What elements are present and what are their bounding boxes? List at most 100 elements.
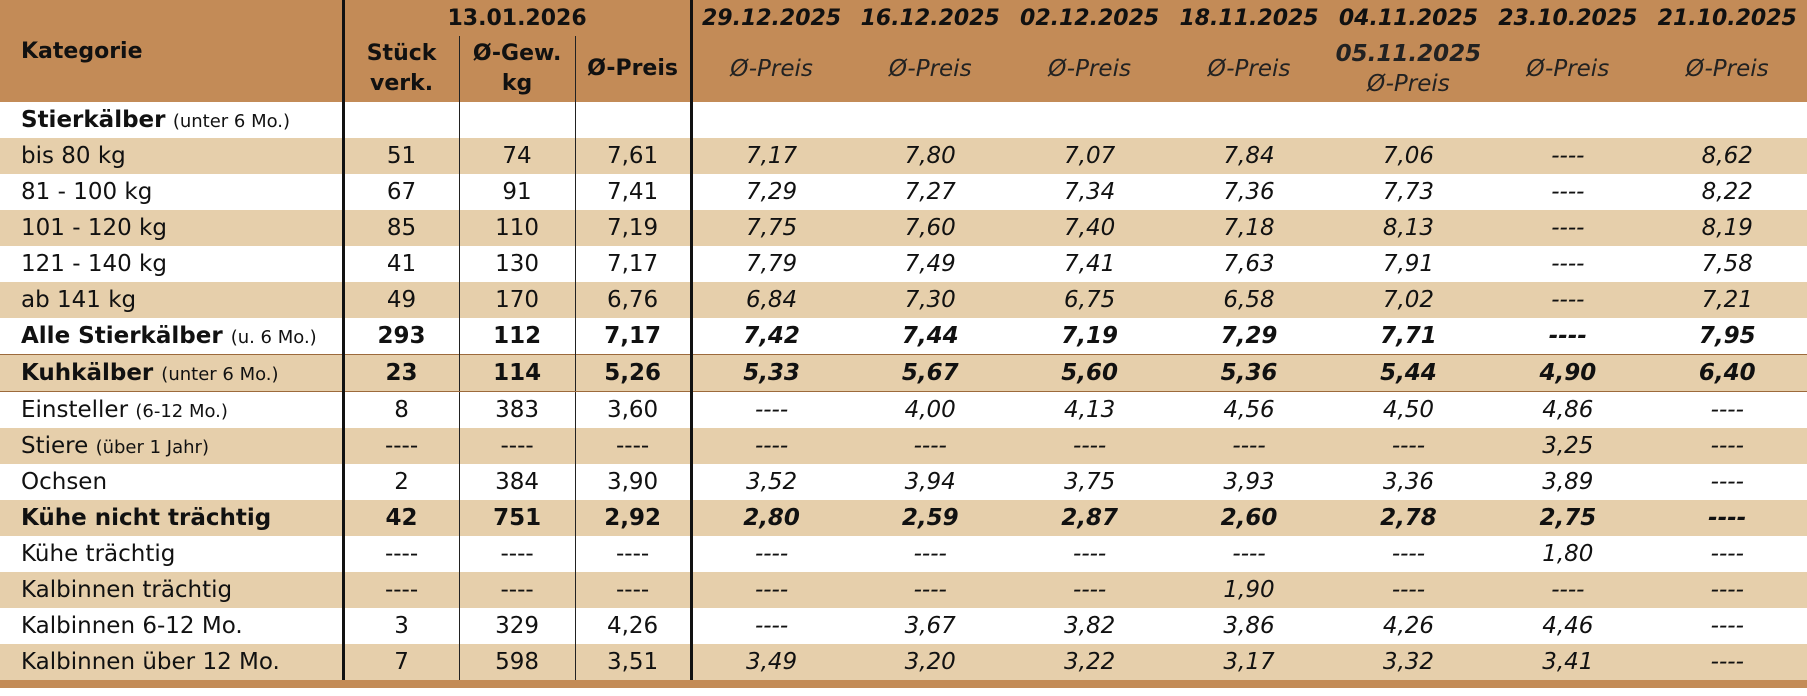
current-cell: 112 bbox=[458, 318, 576, 355]
history-cell: ---- bbox=[1710, 469, 1744, 495]
row-label-text: 101 - 120 kg bbox=[21, 215, 167, 241]
row-label-text: 81 - 100 kg bbox=[21, 179, 153, 205]
table-row: ab 141 kg 49 170 6,76 6,84 7,30 6,75 6,58 7,02 --… bbox=[0, 282, 1807, 318]
header-date-7: 21.10.2025 bbox=[1647, 0, 1807, 36]
history-cell: 4,86 bbox=[1542, 397, 1594, 423]
history-cell: 1,90 bbox=[1169, 572, 1329, 608]
current-cell: 7,41 bbox=[574, 174, 693, 210]
table-row: Kühe trächtig ---- ---- ---- ---- ---- ---- ---… bbox=[0, 536, 1807, 572]
table-row: 101 - 120 kg 85 110 7,19 7,75 7,60 7,40 7,18 8,1… bbox=[0, 210, 1807, 246]
header-sub-5-label: Ø-Preis bbox=[1367, 71, 1450, 97]
header-gewicht-line2: kg bbox=[501, 71, 533, 96]
history-cell: ---- bbox=[1488, 138, 1648, 174]
history-cell: 5,36 bbox=[1169, 354, 1329, 392]
current-cell: 42 bbox=[341, 500, 460, 536]
current-cell: 7,17 bbox=[574, 246, 693, 282]
header-date-2: 16.12.2025 bbox=[850, 0, 1010, 36]
history-cell: 7,44 bbox=[901, 323, 959, 349]
history-cell: 3,32 bbox=[1328, 644, 1489, 680]
current-cell: 293 bbox=[341, 318, 460, 355]
header-sub-5: 05.11.2025 Ø-Preis bbox=[1328, 36, 1489, 102]
current-cell: ---- bbox=[458, 536, 576, 572]
row-label: 121 - 140 kg bbox=[0, 246, 343, 282]
history-cell: 3,41 bbox=[1488, 644, 1648, 680]
current-cell bbox=[458, 102, 576, 138]
current-cell: 751 bbox=[458, 500, 576, 536]
history-cell: 3,86 bbox=[1223, 613, 1275, 639]
row-label-text: Kuhkälber bbox=[21, 360, 154, 386]
history-cell: 7,07 bbox=[1009, 138, 1170, 174]
row-label: Kühe trächtig bbox=[0, 536, 343, 572]
row-label-text: Kalbinnen trächtig bbox=[21, 577, 233, 603]
current-cell: 3,51 bbox=[574, 644, 693, 680]
history-cell: ---- bbox=[1391, 541, 1426, 567]
history-cell: 6,84 bbox=[691, 282, 851, 318]
history-cell: 3,89 bbox=[1542, 469, 1594, 495]
current-cell: 3,90 bbox=[574, 464, 693, 500]
table-row: Kalbinnen über 12 Mo. 7 598 3,51 3,49 3,20 3,2… bbox=[0, 644, 1807, 680]
history-cell: 7,21 bbox=[1647, 282, 1807, 318]
row-label-text: Kühe nicht trächtig bbox=[21, 505, 272, 531]
history-cell bbox=[1329, 102, 1488, 138]
table-row: bis 80 kg 51 74 7,61 7,17 7,80 7,07 7,84 7,06 ---… bbox=[0, 138, 1807, 174]
current-cell: 85 bbox=[341, 210, 460, 246]
history-cell: ---- bbox=[1647, 500, 1807, 536]
header-stueck-line1: Stück bbox=[366, 41, 437, 66]
current-cell: 23 bbox=[341, 354, 460, 392]
table-row: Alle Stierkälber (u. 6 Mo.) 293 112 7,17 7,4… bbox=[0, 318, 1807, 355]
history-cell: ---- bbox=[1488, 210, 1648, 246]
row-label-text: Einsteller bbox=[21, 397, 129, 423]
history-cell: 7,29 bbox=[1220, 323, 1278, 349]
history-cell: 7,36 bbox=[1223, 179, 1275, 205]
current-cell: 7,61 bbox=[574, 138, 693, 174]
history-cell: 4,56 bbox=[1223, 397, 1275, 423]
history-cell bbox=[691, 102, 850, 138]
history-cell: ---- bbox=[1169, 428, 1329, 464]
history-cell bbox=[1169, 102, 1328, 138]
table-row: 121 - 140 kg 41 130 7,17 7,79 7,49 7,41 7,63 7,9… bbox=[0, 246, 1807, 282]
history-cell: 6,40 bbox=[1647, 354, 1807, 392]
history-cell bbox=[1010, 102, 1169, 138]
row-label: Stierkälber (unter 6 Mo.) bbox=[0, 102, 343, 138]
history-cell: 7,30 bbox=[850, 282, 1010, 318]
header-date-3: 02.12.2025 bbox=[1009, 0, 1170, 36]
history-cell: 4,26 bbox=[1382, 613, 1435, 639]
header-preis: Ø-Preis bbox=[574, 36, 693, 102]
history-cell: 7,95 bbox=[1698, 323, 1756, 349]
history-cell: 4,90 bbox=[1488, 354, 1648, 392]
history-cell: 6,75 bbox=[1009, 282, 1170, 318]
current-cell: ---- bbox=[458, 428, 576, 464]
header-date-1: 29.12.2025 bbox=[691, 0, 851, 36]
row-label-text: Alle Stierkälber bbox=[21, 323, 223, 349]
current-cell: 383 bbox=[458, 391, 576, 428]
table-row: Kalbinnen trächtig ---- ---- ---- ---- ---- --… bbox=[0, 572, 1807, 608]
header-stueck-line2: verk. bbox=[370, 71, 434, 96]
current-cell: 49 bbox=[341, 282, 460, 318]
row-label-note: (unter 6 Mo.) bbox=[172, 111, 291, 132]
history-cell: 8,13 bbox=[1328, 210, 1489, 246]
history-cell: 7,80 bbox=[850, 138, 1010, 174]
history-cell: 3,94 bbox=[904, 469, 956, 495]
history-cell: 3,25 bbox=[1488, 428, 1648, 464]
header-sub-1: Ø-Preis bbox=[691, 36, 851, 102]
current-cell: ---- bbox=[574, 428, 693, 464]
row-label: ab 141 kg bbox=[0, 282, 344, 318]
history-cell bbox=[1488, 102, 1647, 138]
table-row: Kühe nicht trächtig 42 751 2,92 2,80 2,59 2,87… bbox=[0, 500, 1807, 536]
row-label: 101 - 120 kg bbox=[0, 210, 344, 246]
history-cell: ---- bbox=[1009, 428, 1170, 464]
history-cell: 6,58 bbox=[1169, 282, 1329, 318]
current-cell: ---- bbox=[341, 536, 460, 572]
current-cell: 41 bbox=[341, 246, 460, 282]
header-extra-date: 05.11.2025 bbox=[1335, 41, 1482, 67]
history-cell: 2,60 bbox=[1169, 500, 1329, 536]
current-cell: 4,26 bbox=[574, 608, 693, 644]
row-label-note: (unter 6 Mo.) bbox=[161, 364, 279, 385]
current-cell: 3,60 bbox=[574, 391, 693, 428]
row-label: Einsteller (6-12 Mo.) bbox=[0, 392, 343, 429]
current-cell: 2,92 bbox=[574, 500, 693, 536]
header-gewicht: Ø-Gew. kg bbox=[458, 36, 576, 102]
history-cell: 2,75 bbox=[1488, 500, 1648, 536]
table-row: Einsteller (6-12 Mo.) 8 383 3,60 ---- 4,00 4,1… bbox=[0, 391, 1807, 429]
history-cell: 8,22 bbox=[1701, 179, 1753, 205]
